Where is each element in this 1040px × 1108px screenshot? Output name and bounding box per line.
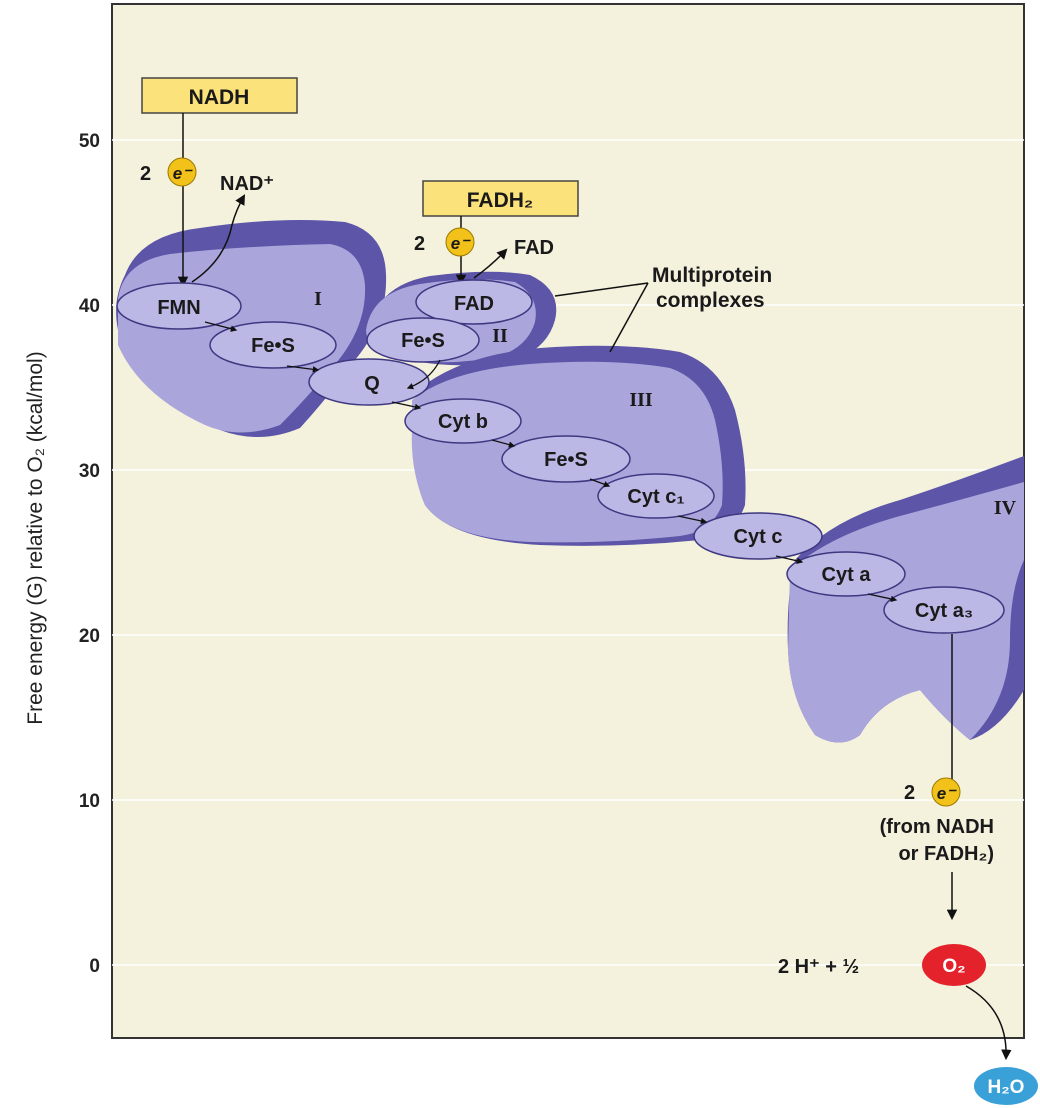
carrier-cyt-c1-label: Cyt c₁ — [627, 486, 684, 508]
electron-flow-arrows — [204, 321, 898, 603]
y-tick-label: 10 — [79, 791, 100, 812]
electron-count: 2 — [140, 163, 151, 185]
carrier-fes-1 — [209, 321, 337, 369]
carrier-cyt-c — [693, 512, 823, 560]
carrier-fmn-label: FMN — [157, 297, 200, 319]
y-axis-label: Free energy (G) relative to O₂ (kcal/mol… — [24, 351, 47, 724]
source-line1: (from NADH — [880, 816, 994, 838]
electron-count: 2 — [904, 782, 915, 804]
y-tick-label: 40 — [79, 296, 100, 317]
electron-count: 2 — [414, 233, 425, 255]
nadh-input: NADH 2 e⁻ NAD⁺ — [140, 77, 298, 288]
callout-line2: complexes — [656, 289, 765, 312]
water-icon — [974, 1067, 1038, 1105]
protons-label: 2 H⁺ + ½ — [778, 956, 859, 978]
y-tick-label: 0 — [89, 956, 100, 977]
source-line2: or FADH₂) — [898, 843, 994, 865]
carrier-q-label: Q — [364, 373, 380, 395]
carrier-fmn — [116, 282, 242, 330]
carrier-cyt-c1 — [597, 473, 715, 519]
carrier-cyt-a3 — [883, 586, 1005, 634]
y-tick-label: 30 — [79, 461, 100, 482]
fadh2-label: FADH₂ — [467, 189, 534, 212]
carrier-fes-3-label: Fe•S — [544, 449, 588, 471]
electron-symbol: e⁻ — [173, 164, 193, 183]
carriers: FMN Fe•S FAD Fe•S Q Cyt b Fe•S Cyt c₁ Cy… — [116, 279, 1005, 634]
carrier-cyt-a3-label: Cyt a₃ — [915, 600, 973, 622]
carrier-cyt-b-label: Cyt b — [438, 411, 488, 433]
electron-icon — [445, 227, 475, 257]
y-axis: 50 40 30 20 10 0 Free energy (G) relativ… — [24, 131, 100, 977]
y-tick-label: 50 — [79, 131, 100, 152]
electron-icon — [167, 157, 197, 187]
multiprotein-callout: Multiprotein complexes — [554, 264, 772, 353]
water-label: H₂O — [988, 1077, 1025, 1098]
complex-ii-label: II — [492, 325, 508, 347]
oxygen-icon — [922, 944, 986, 986]
complex-iii-label: III — [629, 389, 653, 411]
carrier-fes-3 — [501, 435, 631, 483]
carrier-cyt-c-label: Cyt c — [734, 526, 783, 548]
electron-symbol: e⁻ — [937, 784, 957, 803]
carrier-q — [308, 358, 430, 406]
electron-symbol: e⁻ — [451, 234, 471, 253]
oxygen-label: O₂ — [942, 956, 965, 977]
carrier-fad-label: FAD — [454, 293, 494, 315]
complex-iv-label: IV — [994, 497, 1017, 519]
carrier-fad — [415, 279, 533, 325]
nad-plus-label: NAD⁺ — [220, 173, 274, 195]
nadh-label: NADH — [189, 86, 250, 109]
carrier-cyt-a-label: Cyt a — [822, 564, 872, 586]
fadh2-input: FADH₂ 2 e⁻ FAD — [414, 180, 579, 286]
carrier-cyt-a — [786, 551, 906, 597]
callout-line1: Multiprotein — [652, 264, 772, 287]
carrier-fes-2 — [366, 317, 480, 363]
carrier-cyt-b — [404, 398, 522, 444]
y-tick-label: 20 — [79, 626, 100, 647]
complex-i-label: I — [314, 288, 322, 310]
electron-icon — [931, 777, 961, 807]
electron-to-oxygen: 2 e⁻ (from NADH or FADH₂) 2 H⁺ + ½ O₂ H₂… — [778, 634, 1038, 1105]
carrier-fes-1-label: Fe•S — [251, 335, 295, 357]
carrier-fes-2-label: Fe•S — [401, 330, 445, 352]
fad-out-label: FAD — [514, 237, 554, 259]
